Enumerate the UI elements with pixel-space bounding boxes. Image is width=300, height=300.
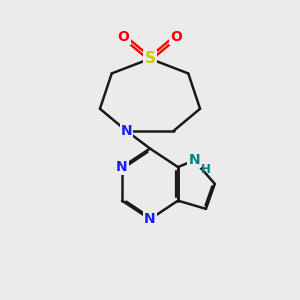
- Text: N: N: [144, 212, 156, 226]
- Text: H: H: [200, 163, 210, 176]
- Text: N: N: [188, 153, 200, 167]
- Text: S: S: [145, 51, 155, 66]
- Text: N: N: [121, 124, 132, 138]
- Text: N: N: [116, 160, 128, 174]
- Text: O: O: [171, 30, 182, 44]
- Text: O: O: [118, 30, 129, 44]
